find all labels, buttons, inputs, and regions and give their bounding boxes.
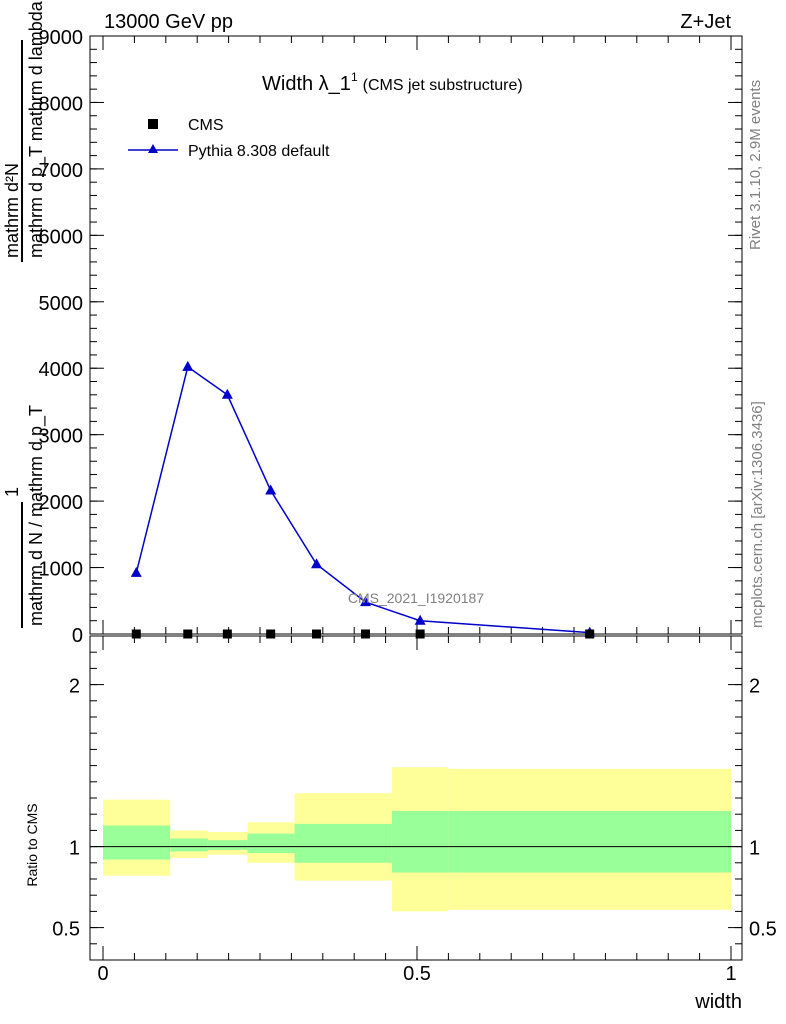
ratio-tick-label-left-1: 1: [69, 838, 80, 860]
pythia-point-6: [414, 614, 426, 625]
pythia-series-line: [135, 365, 590, 634]
x-tick-label-1: 0.5: [403, 963, 431, 985]
y-tick-label-8: 8000: [39, 93, 84, 115]
ratio-bands: [103, 767, 731, 912]
cms-point-6: [415, 629, 425, 639]
chart-title: Width λ_11 (CMS jet substructure): [262, 70, 523, 95]
main-ticks: 0 1000 2000 3000 4000 5000 6000 7000 8000 9000: [39, 27, 742, 647]
ratio-band-inner-2: [207, 840, 248, 850]
ratio-tick-label-right-2: 2: [749, 676, 760, 698]
x-tick-label-0: 0: [97, 963, 108, 985]
pythia-point-4: [311, 558, 323, 569]
y-tick-label-9: 9000: [39, 27, 84, 49]
side-label-bottom: mcplots.cern.ch [arXiv:1306.3436]: [749, 401, 766, 628]
chart-title-main: Width λ_1: [262, 73, 351, 95]
y-label-denominator: mathrm d N / mathrm d p_T: [26, 405, 47, 626]
y-tick-label-7: 7000: [39, 160, 84, 182]
pythia-point-1: [182, 360, 194, 371]
pythia-point-3: [265, 484, 277, 495]
y-label-one: 1: [2, 487, 22, 497]
legend-pythia-marker: [148, 144, 158, 153]
y-tick-label-2: 2000: [39, 492, 84, 514]
y-tick-label-3: 3000: [39, 426, 84, 448]
legend-pythia-label: Pythia 8.308 default: [188, 143, 330, 160]
y-tick-label-0: 0: [72, 625, 83, 647]
ratio-band-inner-5: [391, 810, 449, 873]
chart-title-sup: 1: [351, 70, 358, 84]
chart-title-sub: (CMS jet substructure): [363, 77, 523, 94]
ratio-tick-label-left-2: 2: [69, 676, 80, 698]
legend-cms-label: CMS: [188, 117, 224, 134]
cms-point-5: [361, 629, 371, 639]
y-label-numerator: mathrm d²N: [2, 163, 22, 258]
ratio-band-inner-3: [247, 833, 295, 854]
ratio-tick-label-left-0: 0.5: [52, 919, 80, 941]
ratio-band-inner-0: [103, 825, 171, 860]
cms-point-2: [222, 629, 232, 639]
ratio-band-inner-1: [170, 838, 208, 852]
y-axis-label: mathrm d²N mathrm d p_T mathrm d lambda …: [2, 0, 47, 628]
y-tick-label-1: 1000: [39, 559, 84, 581]
side-label-top: Rivet 3.1.10, 2.9M events: [747, 80, 764, 250]
cms-point-1: [183, 629, 193, 639]
x-axis-label: width: [694, 991, 742, 1013]
y-tick-label-6: 6000: [39, 226, 84, 248]
y-tick-label-4: 4000: [39, 359, 84, 381]
legend-cms-marker: [148, 119, 158, 129]
cms-point-3: [266, 629, 276, 639]
cms-point-0: [131, 629, 141, 639]
ratio-tick-label-right-0: 0.5: [749, 919, 777, 941]
ratio-band-inner-6: [448, 810, 731, 873]
series-layer: [130, 360, 596, 639]
ratio-y-label: Ratio to CMS: [24, 803, 40, 886]
pythia-point-0: [130, 566, 142, 577]
header-left: 13000 GeV pp: [104, 11, 233, 33]
analysis-label: CMS_2021_I1920187: [348, 590, 484, 606]
y-label-numerator-denominator: mathrm d p_T mathrm d lambda: [26, 0, 47, 258]
pythia-point-2: [221, 388, 233, 399]
ratio-tick-label-right-1: 1: [749, 838, 760, 860]
legend: CMS Pythia 8.308 default: [128, 117, 330, 160]
y-tick-label-5: 5000: [39, 293, 84, 315]
ratio-band-inner-4: [294, 823, 392, 863]
header-right: Z+Jet: [680, 11, 731, 33]
cms-point-4: [312, 629, 322, 639]
x-tick-label-2: 1: [725, 963, 736, 985]
cms-point-7: [585, 629, 595, 639]
ratio-ticks: 0.5 0.5 1 1 2 2 0 0.5 1: [52, 636, 777, 985]
pythia-point-5: [360, 596, 372, 607]
